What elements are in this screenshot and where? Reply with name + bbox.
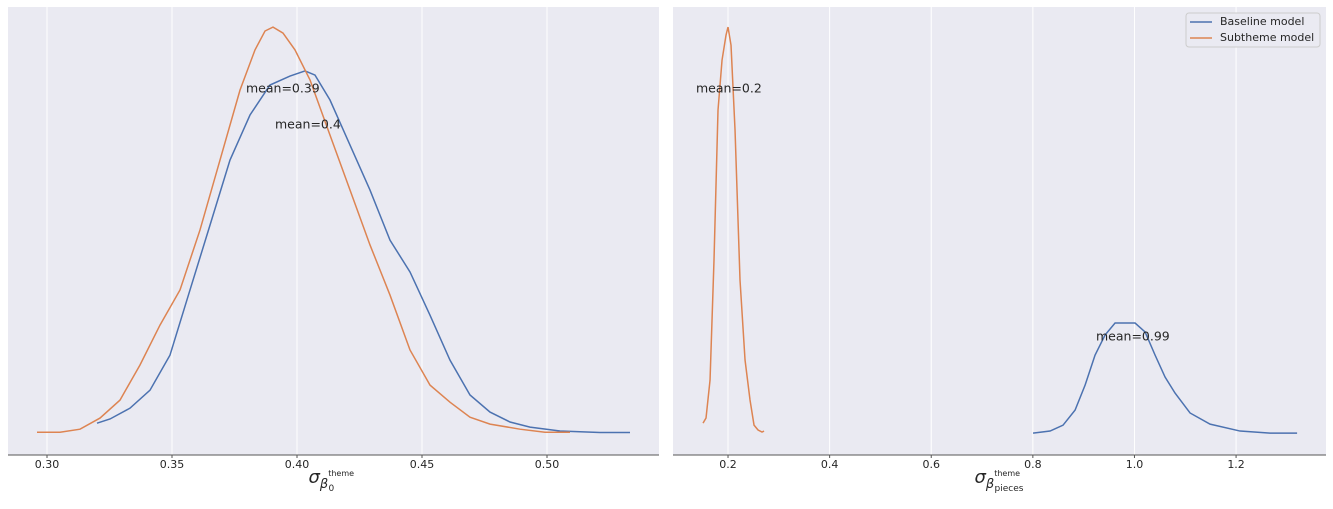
x-tick-label: 0.4 (821, 458, 839, 471)
x-axis-label: σβtheme 0 (309, 467, 355, 494)
x-label-part: theme (328, 469, 354, 478)
annotation: mean=0.2 (696, 81, 762, 96)
x-label-part: σ (975, 467, 987, 488)
annotation: mean=0.99 (1096, 329, 1170, 344)
legend-label: Baseline model (1220, 15, 1304, 28)
x-tick-label: 1.2 (1227, 458, 1245, 471)
x-label-part: β (985, 477, 994, 492)
x-label-part: theme (994, 469, 1020, 478)
x-tick-label: 0.40 (285, 458, 310, 471)
x-tick-label: 0.45 (410, 458, 435, 471)
x-tick-label: 0.6 (922, 458, 940, 471)
plot-area (673, 7, 1326, 455)
density-line (96, 70, 630, 434)
density-line (37, 26, 570, 433)
legend-label: Subtheme model (1220, 31, 1314, 44)
x-tick-label: 0.50 (535, 458, 560, 471)
x-label-part: 0 (329, 484, 335, 494)
annotation: mean=0.4 (275, 117, 341, 132)
legend-box (1185, 12, 1321, 48)
x-label-part: β (319, 477, 328, 492)
x-label-part: pieces (995, 484, 1024, 494)
density-line (702, 26, 765, 433)
density-line (1032, 322, 1298, 434)
x-axis-label: σβtheme pieces (975, 467, 1024, 494)
x-tick-label: 0.2 (719, 458, 737, 471)
x-tick-label: 0.8 (1024, 458, 1042, 471)
x-label-part: σ (309, 467, 321, 488)
x-tick-label: 0.35 (160, 458, 185, 471)
annotation: mean=0.39 (246, 81, 320, 96)
x-tick-label: 0.30 (35, 458, 60, 471)
x-tick-label: 1.0 (1126, 458, 1144, 471)
plot-area (8, 7, 659, 455)
